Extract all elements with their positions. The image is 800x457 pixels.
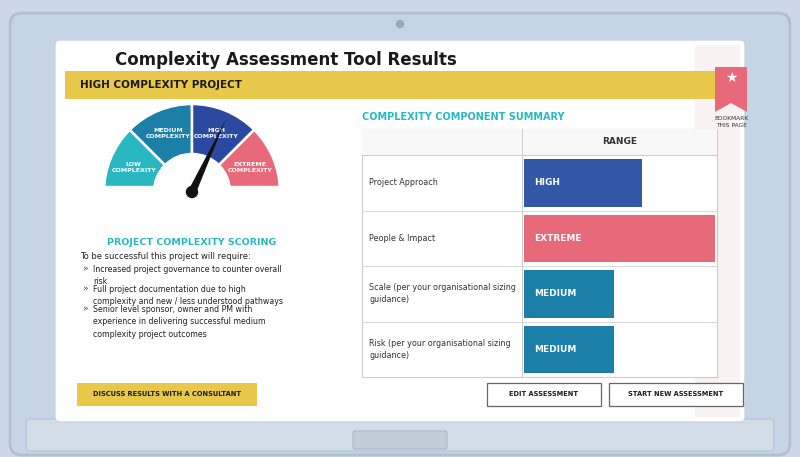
Text: HIGH: HIGH	[534, 178, 560, 187]
Text: Project Approach: Project Approach	[369, 178, 438, 187]
Text: »: »	[82, 305, 88, 314]
FancyBboxPatch shape	[487, 383, 601, 406]
Text: EDIT ASSESSMENT: EDIT ASSESSMENT	[510, 391, 578, 397]
FancyBboxPatch shape	[362, 129, 717, 155]
Text: HIGH
COMPLEXITY: HIGH COMPLEXITY	[194, 128, 238, 139]
Text: HIGH COMPLEXITY PROJECT: HIGH COMPLEXITY PROJECT	[80, 80, 242, 90]
FancyBboxPatch shape	[77, 383, 257, 406]
FancyBboxPatch shape	[524, 270, 614, 318]
Text: MEDIUM
COMPLEXITY: MEDIUM COMPLEXITY	[146, 128, 190, 139]
FancyBboxPatch shape	[609, 383, 743, 406]
Text: RANGE: RANGE	[602, 138, 637, 147]
FancyBboxPatch shape	[362, 129, 717, 377]
Bar	[104, 186, 280, 198]
Text: ★: ★	[725, 71, 738, 85]
Wedge shape	[104, 130, 165, 192]
Circle shape	[154, 154, 230, 230]
Wedge shape	[130, 104, 192, 165]
Circle shape	[186, 186, 198, 197]
Text: Scale (per your organisational sizing
guidance): Scale (per your organisational sizing gu…	[369, 283, 516, 304]
Wedge shape	[219, 130, 280, 192]
Wedge shape	[192, 104, 254, 165]
Text: BOOKMARK
THIS PAGE: BOOKMARK THIS PAGE	[714, 116, 748, 128]
FancyBboxPatch shape	[524, 214, 715, 262]
Text: Senior level sponsor, owner and PM with
experience in delivering successful medi: Senior level sponsor, owner and PM with …	[93, 305, 266, 339]
Text: MEDIUM: MEDIUM	[534, 345, 576, 354]
Text: »: »	[82, 285, 88, 294]
Text: MEDIUM: MEDIUM	[534, 289, 576, 298]
Text: People & Impact: People & Impact	[369, 234, 435, 243]
Text: PROJECT COMPLEXITY SCORING: PROJECT COMPLEXITY SCORING	[107, 238, 277, 247]
FancyBboxPatch shape	[55, 40, 745, 422]
FancyBboxPatch shape	[524, 159, 642, 207]
Text: »: »	[82, 265, 88, 274]
FancyBboxPatch shape	[695, 45, 740, 417]
Text: DISCUSS RESULTS WITH A CONSULTANT: DISCUSS RESULTS WITH A CONSULTANT	[93, 391, 241, 397]
Text: Full project documentation due to high
complexity and new / less understood path: Full project documentation due to high c…	[93, 285, 283, 307]
Polygon shape	[188, 119, 226, 194]
Text: EXTREME
COMPLEXITY: EXTREME COMPLEXITY	[228, 163, 273, 173]
Circle shape	[397, 21, 403, 27]
FancyBboxPatch shape	[26, 419, 774, 451]
FancyBboxPatch shape	[524, 325, 614, 373]
Text: To be successful this project will require:: To be successful this project will requi…	[80, 252, 250, 261]
Text: Complexity Assessment Tool Results: Complexity Assessment Tool Results	[115, 51, 457, 69]
Text: LOW
COMPLEXITY: LOW COMPLEXITY	[111, 163, 156, 173]
Polygon shape	[715, 67, 747, 112]
FancyBboxPatch shape	[65, 71, 739, 99]
Text: Risk (per your organisational sizing
guidance): Risk (per your organisational sizing gui…	[369, 339, 510, 360]
Text: COMPLEXITY COMPONENT SUMMARY: COMPLEXITY COMPONENT SUMMARY	[362, 112, 565, 122]
FancyBboxPatch shape	[353, 431, 447, 449]
Text: EXTREME: EXTREME	[534, 234, 582, 243]
Text: Increased project governance to counter overall
risk: Increased project governance to counter …	[93, 265, 282, 287]
Text: START NEW ASSESSMENT: START NEW ASSESSMENT	[628, 391, 724, 397]
FancyBboxPatch shape	[10, 13, 790, 455]
